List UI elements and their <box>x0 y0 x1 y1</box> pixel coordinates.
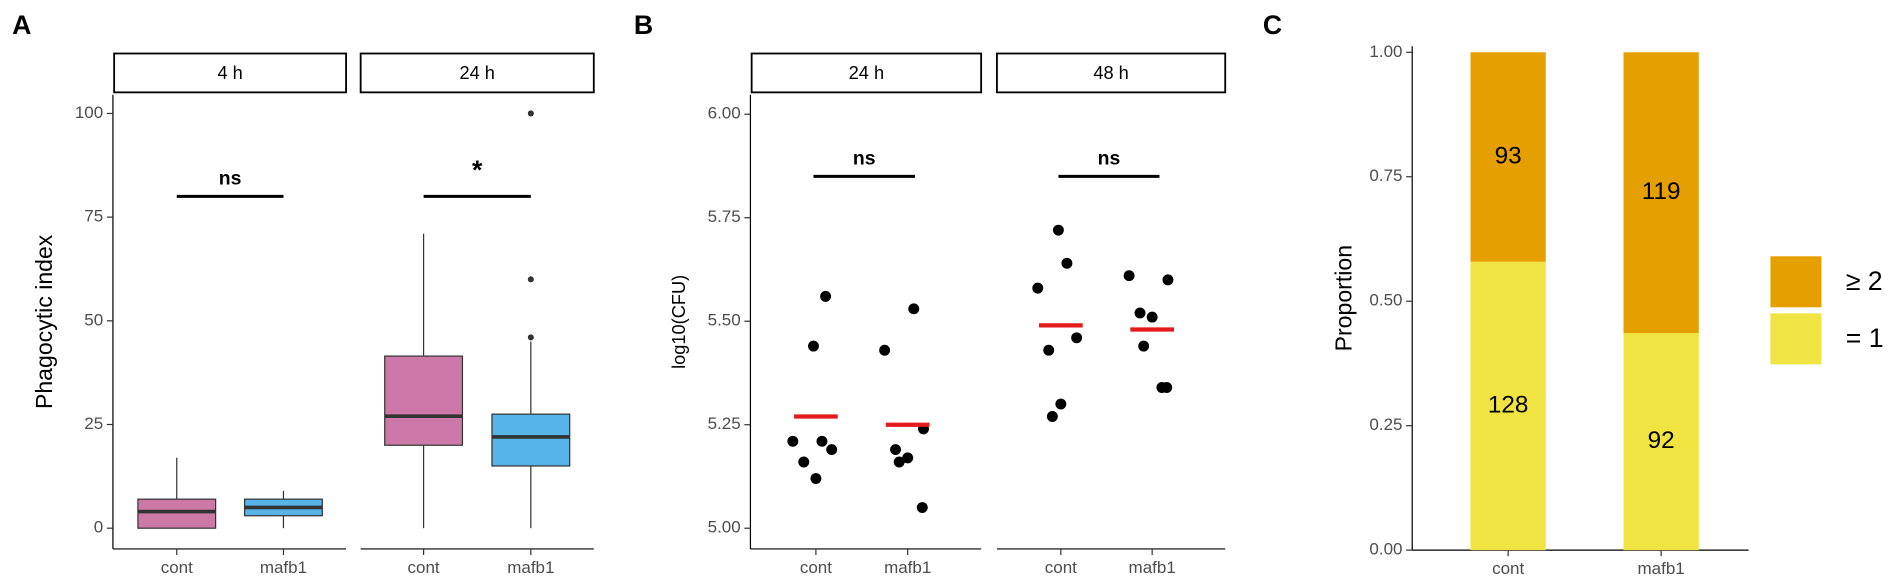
y-tick-label: 5.75 <box>708 207 741 226</box>
point <box>1146 311 1158 323</box>
x-tick-label: cont <box>408 558 440 577</box>
point <box>1061 257 1073 269</box>
y-tick-label: 0.25 <box>1369 415 1402 434</box>
significance-label: * <box>472 155 483 185</box>
x-tick-label: mafb1 <box>1129 558 1176 577</box>
y-tick-label: 0.50 <box>1369 291 1402 310</box>
bar-segment <box>1623 333 1699 551</box>
outlier <box>527 110 534 117</box>
y-axis-title: Proportion <box>1331 245 1357 351</box>
bar-segment <box>1623 52 1699 334</box>
facet-strip <box>113 52 347 94</box>
point <box>1134 307 1146 319</box>
point <box>890 444 902 456</box>
significance-label: ns <box>219 168 242 190</box>
point <box>1156 382 1168 393</box>
box <box>491 413 571 467</box>
panel-label: C <box>1263 10 1282 40</box>
facet-label: 48 h <box>1093 63 1128 83</box>
facet-strip <box>750 52 983 94</box>
bar-label: 128 <box>1488 391 1528 418</box>
facet-label: 24 h <box>459 63 494 83</box>
y-tick-label: 1.00 <box>1369 42 1402 61</box>
point <box>1162 274 1174 286</box>
point <box>1055 398 1067 410</box>
y-tick-label: 6.00 <box>708 104 741 123</box>
panel-label: A <box>12 10 31 40</box>
point <box>787 435 799 447</box>
point <box>1138 340 1150 352</box>
point <box>1123 270 1135 282</box>
y-tick-label: 5.25 <box>708 414 741 433</box>
facet-strip <box>996 52 1227 94</box>
x-tick-label: cont <box>800 558 832 577</box>
outlier <box>527 276 534 283</box>
y-tick-label: 0.75 <box>1369 166 1402 185</box>
x-tick-label: mafb1 <box>507 558 554 577</box>
facet-label: 4 h <box>217 63 242 83</box>
box <box>137 498 217 529</box>
y-tick-label: 50 <box>84 310 103 329</box>
y-tick-label: 100 <box>75 103 103 122</box>
x-tick-label: mafb1 <box>260 558 307 577</box>
y-axis-title: Phagocytic index <box>31 234 57 409</box>
point <box>826 444 838 456</box>
y-tick-label: 0 <box>94 518 103 537</box>
point <box>808 340 819 352</box>
bar-segment <box>1470 52 1546 262</box>
legend-key <box>1770 313 1822 365</box>
point <box>820 290 832 302</box>
bar-label: 119 <box>1642 178 1681 205</box>
y-tick-label: 25 <box>84 414 103 433</box>
box <box>384 355 464 446</box>
outlier <box>527 334 534 341</box>
bar-label: 92 <box>1648 427 1675 454</box>
bar-segment <box>1470 261 1546 551</box>
point <box>816 435 828 447</box>
point <box>1052 224 1064 236</box>
significance-label: ns <box>1098 147 1121 169</box>
facet-label: 24 h <box>849 63 884 83</box>
x-tick-label: cont <box>161 558 193 577</box>
legend-label: ≥ 2 <box>1846 266 1883 296</box>
point <box>1043 344 1055 356</box>
y-axis-title: log10(CFU) <box>669 275 689 369</box>
legend-label: = 1 <box>1846 323 1884 353</box>
y-tick-label: 5.50 <box>708 311 741 330</box>
point <box>1046 410 1058 422</box>
point <box>879 344 891 356</box>
facet-strip <box>359 52 595 94</box>
point <box>810 473 822 485</box>
bar-label: 93 <box>1495 142 1522 169</box>
point <box>902 452 914 464</box>
significance-label: ns <box>853 147 876 169</box>
x-tick-label: cont <box>1045 558 1077 577</box>
x-tick-label: cont <box>1492 559 1524 578</box>
point <box>798 456 810 468</box>
x-tick-label: mafb1 <box>1638 559 1685 578</box>
y-tick-label: 5.00 <box>708 518 741 537</box>
legend-key <box>1770 256 1822 308</box>
point <box>916 502 928 513</box>
point <box>908 303 920 315</box>
point <box>1071 332 1083 344</box>
point <box>1032 282 1044 294</box>
x-tick-label: mafb1 <box>884 558 931 577</box>
panel-label: B <box>634 10 653 40</box>
y-tick-label: 75 <box>84 207 103 226</box>
point <box>893 456 905 468</box>
y-tick-label: 0.00 <box>1369 540 1402 559</box>
